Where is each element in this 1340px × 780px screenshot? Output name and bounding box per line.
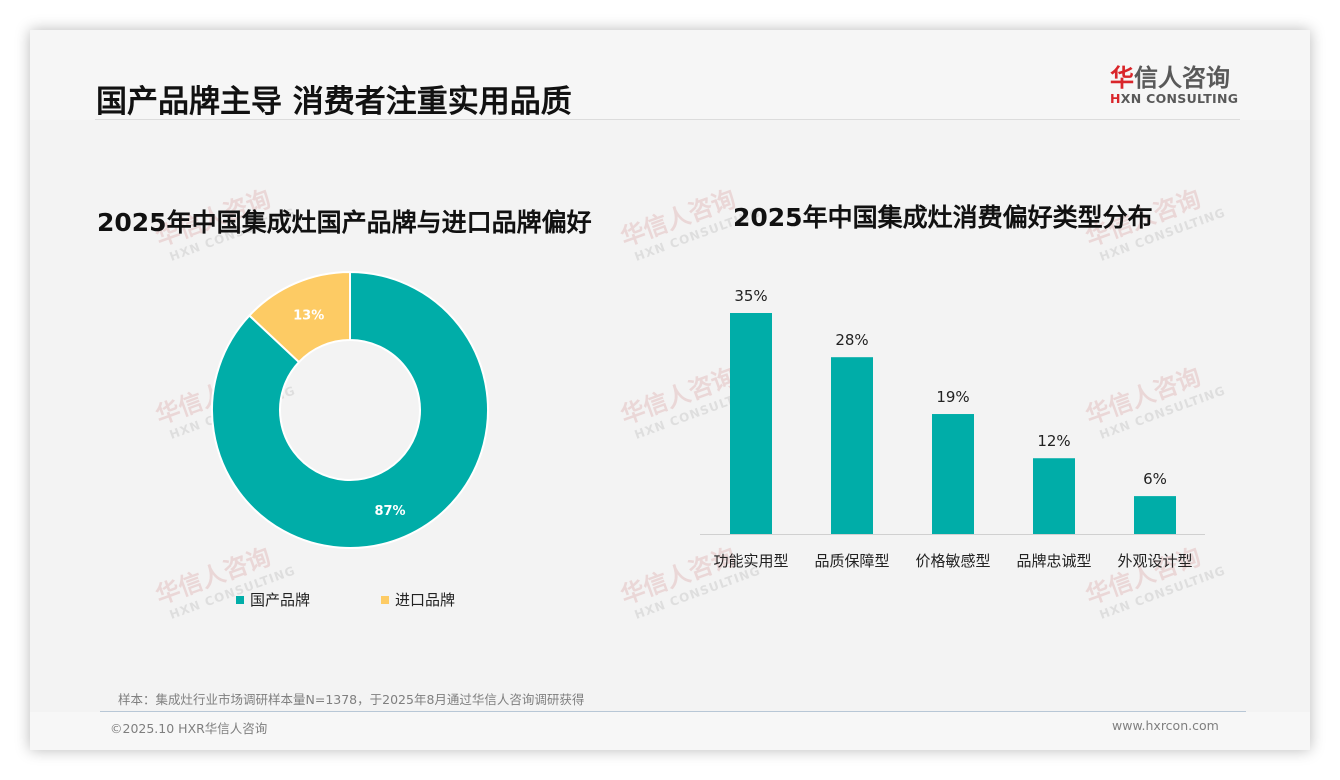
bar-category-label: 品牌忠诚型: [1016, 552, 1091, 570]
page-title: 国产品牌主导 消费者注重实用品质: [96, 84, 572, 120]
bar-chart: 35% 功能实用型 28% 品质保障型 19% 价格敏感型 12% 品牌忠诚型 6% 外观设计型: [700, 287, 1205, 570]
bar-category-label: 功能实用型: [713, 552, 788, 570]
donut-legend-item-domestic: 国产品牌: [236, 589, 310, 610]
slide-card: 国产品牌主导 消费者注重实用品质 华信人咨询 HXN CONSULTING 华信…: [30, 30, 1310, 750]
bar-value-label: 35%: [734, 287, 767, 305]
website-link[interactable]: www.hxrcon.com: [1112, 718, 1219, 733]
logo-en-text: XN CONSULTING: [1120, 91, 1239, 106]
legend-label: 国产品牌: [250, 591, 311, 609]
sample-note: 样本：集成灶行业市场调研样本量N=1378，于2025年8月通过华信人咨询调研获…: [118, 692, 585, 707]
donut-chart: 87% 13%: [211, 270, 489, 549]
bar-category-label: 价格敏感型: [915, 552, 990, 570]
donut-slice-label: 13%: [293, 309, 324, 324]
donut-slice: [211, 270, 489, 549]
bar: [932, 414, 974, 534]
bar: [1134, 496, 1176, 534]
bar-category-label: 外观设计型: [1117, 552, 1192, 570]
footer-divider: [100, 711, 1246, 712]
company-logo: 华信人咨询 HXN CONSULTING: [1110, 64, 1242, 106]
bar-value-label: 19%: [936, 388, 969, 406]
legend-label: 进口品牌: [395, 591, 456, 609]
header-band: [30, 30, 1310, 120]
logo-cn-text: 信人咨询: [1134, 64, 1230, 92]
donut-legend-item-imported: 进口品牌: [381, 589, 455, 610]
bar: [1033, 458, 1075, 534]
bar-chart-title: 2025年中国集成灶消费偏好类型分布: [733, 203, 1153, 232]
logo-hua-char: 华: [1110, 64, 1134, 92]
copyright-text: ©2025.10 HXR华信人咨询: [110, 721, 268, 736]
bar-value-label: 6%: [1143, 470, 1167, 488]
legend-swatch-icon: [236, 595, 244, 604]
bar-category-label: 品质保障型: [814, 552, 889, 570]
bar: [831, 357, 873, 534]
header-divider: [95, 119, 1240, 120]
bar: [730, 313, 772, 534]
logo-h-mark-icon: H: [1110, 91, 1121, 106]
donut-chart-title: 2025年中国集成灶国产品牌与进口品牌偏好: [97, 208, 592, 237]
donut-slice: [247, 270, 351, 364]
footer-band: [30, 712, 1310, 750]
donut-slice-label: 87%: [374, 504, 405, 519]
legend-swatch-icon: [381, 595, 389, 604]
bar-value-label: 28%: [835, 331, 868, 349]
bar-value-label: 12%: [1037, 432, 1070, 450]
